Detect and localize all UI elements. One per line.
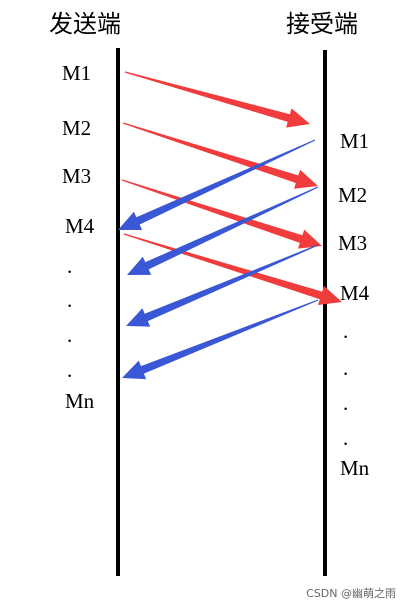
receiver-label: . (343, 319, 348, 343)
sender-label: . (67, 358, 72, 382)
watermark: CSDN @幽萌之雨 (306, 586, 396, 600)
sender-label: . (67, 254, 72, 278)
sender-label: . (67, 288, 72, 312)
data-arrow (121, 179, 322, 249)
receiver-label: Mn (340, 456, 370, 480)
sender-label: M1 (62, 61, 91, 85)
ack-arrow (127, 186, 319, 275)
ack-arrow (118, 139, 316, 230)
receiver-label: . (343, 426, 348, 450)
receiver-label: M4 (340, 281, 370, 305)
ack-arrow (126, 244, 319, 327)
ack-arrow (122, 299, 319, 380)
receiver-label: M3 (338, 231, 367, 255)
receiver-label: M1 (340, 129, 369, 153)
sender-label: M2 (62, 116, 91, 140)
data-arrow (122, 122, 318, 189)
sender-label: Mn (65, 389, 95, 413)
receiver-label: M2 (338, 183, 367, 207)
receiver-label: . (343, 391, 348, 415)
data-arrow (124, 71, 310, 128)
sender-label: M3 (62, 164, 91, 188)
sender-label: M4 (65, 214, 95, 238)
sender-label: . (67, 323, 72, 347)
receiver-title: 接受端 (286, 10, 358, 38)
sender-title: 发送端 (49, 10, 121, 38)
receiver-label: . (343, 356, 348, 380)
